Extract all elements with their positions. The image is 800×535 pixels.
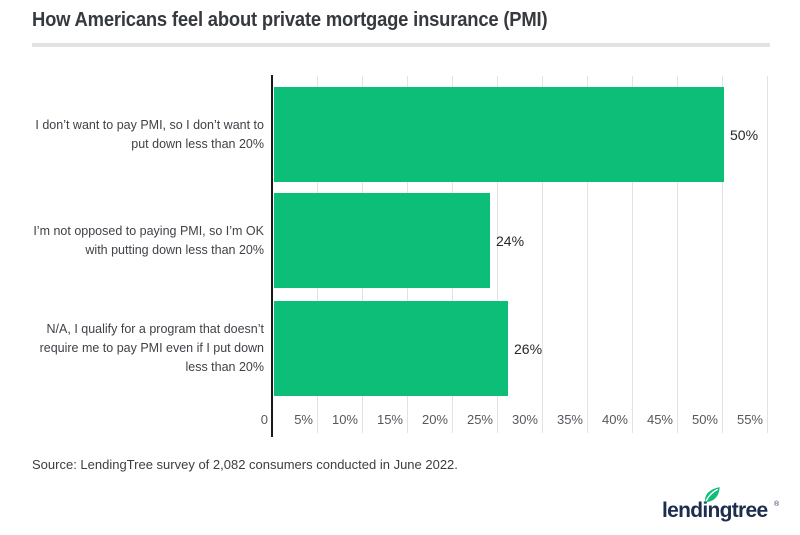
x-tick-label: 10% — [331, 412, 358, 427]
category-label-line: N/A, I qualify for a program that doesn’… — [46, 322, 264, 336]
x-tick-label: 35% — [556, 412, 583, 427]
category-label: I’m not opposed to paying PMI, so I’m OK… — [0, 193, 264, 288]
category-label-line: require me to pay PMI even if I put down — [39, 341, 264, 355]
bar — [274, 193, 490, 288]
category-label-line: less than 20% — [185, 360, 264, 374]
page-title: How Americans feel about private mortgag… — [32, 9, 548, 31]
bar — [274, 87, 724, 182]
category-label-line: with putting down less than 20% — [85, 242, 264, 257]
category-label-line: I don’t want to pay PMI, so I don’t want… — [35, 117, 264, 132]
category-label-line: I’m not opposed to paying PMI, so I’m OK — [33, 223, 264, 238]
x-tick-label: 45% — [646, 412, 673, 427]
gridline — [497, 76, 498, 433]
category-label-line: put down less than 20% — [131, 136, 264, 151]
x-tick-label: 20% — [421, 412, 448, 427]
bar-value-label: 24% — [496, 232, 525, 249]
x-tick-label: 50% — [691, 412, 718, 427]
gridline — [542, 76, 543, 433]
gridline — [722, 76, 723, 433]
source-note: Source: LendingTree survey of 2,082 cons… — [32, 457, 458, 472]
x-tick-label: 30% — [511, 412, 538, 427]
x-tick-label: 5% — [294, 412, 313, 427]
title-divider — [32, 43, 770, 47]
lendingtree-logo: lendingtree ® — [662, 487, 794, 528]
x-tick-label: 25% — [466, 412, 493, 427]
x-tick-label: 40% — [601, 412, 628, 427]
gridline — [767, 76, 768, 433]
x-tick-label: 0 — [260, 412, 268, 427]
bar-value-label: 26% — [514, 340, 543, 357]
gridline — [587, 76, 588, 433]
category-label: N/A, I qualify for a program that doesn’… — [0, 301, 264, 396]
registered-trademark: ® — [774, 501, 780, 508]
bar — [274, 301, 508, 396]
x-tick-label: 55% — [736, 412, 763, 427]
category-label: I don’t want to pay PMI, so I don’t want… — [0, 87, 264, 182]
gridline — [632, 76, 633, 433]
gridline — [677, 76, 678, 433]
bar-value-label: 50% — [730, 126, 759, 143]
logo-wordmark: lendingtree — [662, 499, 768, 522]
leaf-icon — [703, 487, 720, 504]
y-axis-line — [271, 75, 273, 437]
x-tick-label: 15% — [376, 412, 403, 427]
